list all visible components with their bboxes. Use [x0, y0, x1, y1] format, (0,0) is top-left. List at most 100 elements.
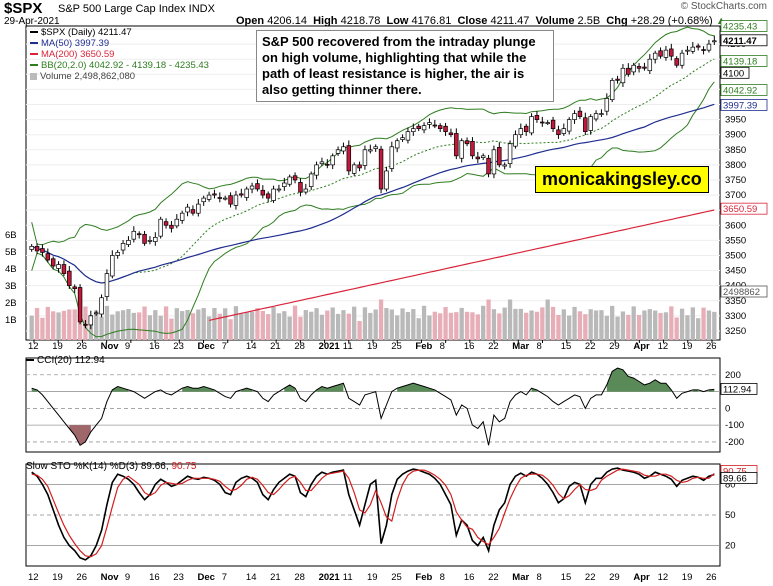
legend-bb: BB(20,2.0) 4042.92 - 4139.18 - 4235.43	[30, 60, 209, 71]
sto-title-label: Slow STO %K(14) %D(3) 89.66,	[26, 461, 172, 472]
volume-bar	[228, 319, 233, 340]
sto-x-tick-label: 25	[391, 572, 402, 583]
candle-body	[706, 43, 712, 51]
volume-bar	[588, 309, 593, 340]
bb-middle-line	[31, 58, 715, 284]
candle-body	[351, 164, 357, 174]
last-value-box	[720, 66, 750, 79]
volume-bar	[712, 311, 717, 340]
legend-volume: Volume 2,498,862,080	[30, 71, 209, 82]
volume-bar	[647, 309, 652, 340]
candle-body	[45, 253, 51, 261]
sto-x-tick-label: 26	[706, 572, 717, 583]
volume-bar	[556, 314, 561, 340]
cci-title-label: CCI(20) 112.94	[37, 355, 105, 366]
last-value-box	[720, 55, 768, 67]
volume-bar	[190, 313, 196, 340]
volume-bar	[212, 307, 217, 340]
last-value-box	[720, 20, 768, 32]
candle-body	[222, 197, 228, 200]
watermark-label: monicakingsley.co	[535, 166, 709, 193]
candle-body	[497, 147, 502, 166]
candle-body	[513, 134, 518, 147]
volume-bar	[201, 308, 206, 340]
legend-price-label: $SPX (Daily) 4211.47	[41, 27, 132, 38]
cci-swatch	[26, 359, 34, 362]
quote-summary: Open 4206.14 High 4218.78 Low 4176.81 Cl…	[236, 15, 727, 27]
volume-bar	[669, 306, 674, 340]
volume-bar	[507, 299, 513, 340]
volume-bar	[690, 307, 695, 340]
candle-body	[50, 258, 56, 267]
volume-bar	[502, 307, 507, 340]
volume-value: 2.5B	[577, 15, 601, 27]
sto-x-tick-label: 7	[222, 572, 227, 583]
volume-tick-label: 3B	[5, 281, 17, 292]
legend-ma200: MA(200) 3650.59	[30, 49, 209, 60]
volume-bar	[653, 310, 658, 340]
candle-body	[593, 113, 599, 120]
volume-bar	[346, 313, 351, 340]
candle-body	[679, 52, 685, 66]
volume-bar	[464, 311, 470, 340]
candle-body	[147, 240, 153, 242]
volume-bar	[610, 305, 615, 340]
candle-body	[631, 64, 636, 73]
candle-body	[174, 218, 180, 227]
candle-body	[185, 206, 190, 213]
candle-body	[685, 49, 690, 52]
cci-tick-label: 0	[725, 403, 730, 414]
volume-bar	[448, 312, 454, 340]
cci-line	[31, 367, 715, 447]
price-x-tick-label: 23	[173, 341, 184, 352]
volume-bar	[481, 305, 486, 340]
sto-title: Slow STO %K(14) %D(3) 89.66, 90.75	[26, 461, 196, 472]
candle-body	[647, 58, 653, 72]
sto-x-tick-label: Nov	[101, 572, 120, 583]
candle-body	[142, 233, 147, 244]
volume-bar	[567, 315, 572, 340]
volume-bar	[706, 310, 712, 340]
candle-body	[437, 125, 443, 130]
sto-tick-label: 80	[725, 479, 736, 490]
volume-bar	[405, 312, 411, 340]
volume-bar	[593, 310, 599, 340]
volume-bar	[674, 317, 679, 340]
candle-body	[34, 246, 40, 252]
last-value-label: 4211.47	[723, 36, 757, 47]
last-value-label: 4100	[723, 68, 744, 79]
candle-body	[432, 124, 438, 127]
volume-bar	[378, 299, 384, 340]
cci-tick-label: -200	[725, 437, 744, 448]
volume-bar	[696, 318, 701, 340]
price-tick-label: 3450	[725, 266, 746, 277]
sto-x-tick-label: 21	[270, 572, 281, 583]
candle-body	[561, 128, 567, 134]
candle-body	[325, 163, 330, 166]
volume-bar	[61, 310, 67, 340]
sto-x-tick-label: 19	[682, 572, 693, 583]
candle-body	[695, 45, 701, 48]
sto-x-tick-label: 19	[52, 572, 63, 583]
candle-body	[470, 140, 475, 157]
volume-bar	[298, 316, 303, 340]
candle-body	[378, 148, 384, 190]
volume-bar	[534, 311, 540, 340]
candle-body	[620, 67, 626, 84]
cci-positive-fill	[31, 368, 715, 392]
volume-tick-label: 1B	[5, 315, 17, 326]
last-value-label: 2498862	[723, 287, 760, 298]
volume-bar	[599, 310, 604, 340]
candle-body	[276, 188, 282, 191]
volume-bar	[352, 306, 357, 340]
cci-last-label: 112.94	[723, 384, 751, 395]
cci-tick-label: -100	[725, 420, 744, 431]
candle-body	[282, 182, 287, 187]
volume-bar	[99, 316, 104, 340]
volume-bar	[223, 308, 228, 340]
volume-bar	[427, 315, 432, 340]
legend-price-swatch	[30, 31, 38, 34]
volume-bar	[701, 307, 706, 340]
candle-body	[190, 209, 196, 214]
volume-bar	[524, 312, 529, 340]
